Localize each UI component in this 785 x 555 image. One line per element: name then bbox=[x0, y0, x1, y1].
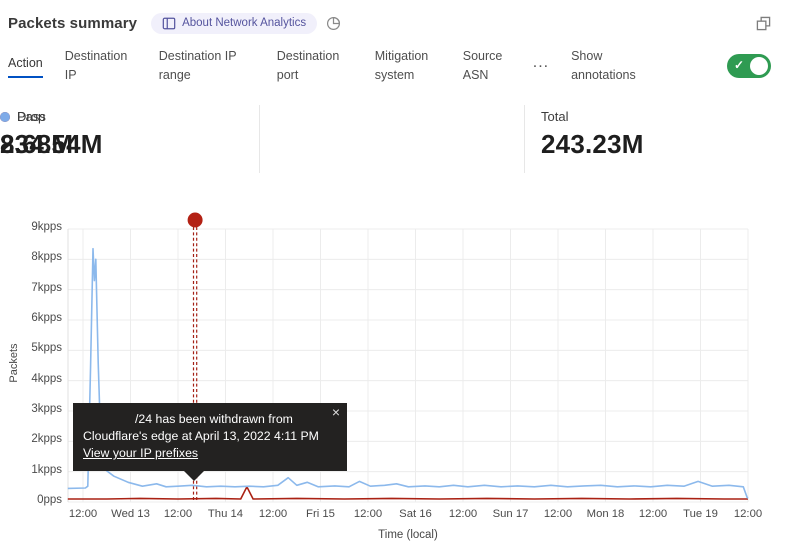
tab-destination-ip-range[interactable]: Destination IP range bbox=[158, 49, 237, 82]
stat-pass: Pass 234.54M bbox=[0, 109, 103, 160]
x-tick-label: 12:00 bbox=[68, 508, 98, 520]
tooltip-pointer bbox=[183, 470, 205, 481]
tab-source-asn[interactable]: Source ASN bbox=[462, 49, 503, 82]
annotation-dot-marker[interactable] bbox=[187, 212, 203, 228]
y-tick-label: 7kpps bbox=[31, 281, 62, 294]
tab-mitigation-system[interactable]: Mitigation system bbox=[374, 49, 429, 82]
tab-destination-port[interactable]: Destination port bbox=[276, 49, 340, 82]
x-tick-label: Tue 19 bbox=[683, 508, 718, 520]
series-line-pass bbox=[67, 247, 749, 499]
check-icon: ✓ bbox=[734, 58, 745, 72]
legend-dot-pass bbox=[0, 111, 10, 122]
stats-row: Total 243.23M Drop 8.68M Pass 234.54M bbox=[0, 103, 785, 175]
stat-value: 243.23M bbox=[541, 129, 644, 159]
filter-tabs: Action Destination IP Destination IP range… bbox=[8, 47, 511, 85]
close-icon[interactable]: × bbox=[331, 404, 340, 420]
y-tick-label: 0pps bbox=[37, 494, 62, 506]
x-tick-label: Mon 18 bbox=[586, 508, 625, 520]
view-ip-prefixes-link[interactable]: View your IP prefixes bbox=[83, 446, 199, 460]
filter-tabs-row: Action Destination IP Destination IP range… bbox=[0, 42, 785, 90]
stats-divider bbox=[524, 105, 525, 173]
y-tick-label: 2kpps bbox=[31, 433, 62, 446]
about-network-analytics-badge[interactable]: About Network Analytics bbox=[151, 12, 318, 34]
y-tick-label: 9kpps bbox=[31, 221, 62, 233]
y-tick-label: 5kpps bbox=[31, 342, 62, 355]
x-tick-label: Thu 14 bbox=[207, 508, 244, 520]
stat-value: 8.68M bbox=[0, 129, 74, 159]
packets-chart: Packets Time (local) × /24 has been with… bbox=[0, 200, 785, 555]
tooltip-line2: Cloudflare's edge at April 13, 2022 4:11… bbox=[83, 429, 319, 443]
tab-destination-ip[interactable]: Destination IP bbox=[64, 49, 128, 82]
stat-value: 234.54M bbox=[0, 129, 103, 159]
chart-plot-area[interactable] bbox=[0, 205, 785, 517]
x-tick-label: 12:00 bbox=[353, 508, 383, 520]
tab-action[interactable]: Action bbox=[8, 54, 43, 78]
badge-label: About Network Analytics bbox=[182, 17, 307, 29]
overlapping-squares-icon[interactable] bbox=[756, 16, 771, 31]
stat-label: Total bbox=[541, 109, 569, 124]
stat-label: Drop bbox=[17, 109, 46, 124]
stat-label: Pass bbox=[17, 109, 46, 124]
y-tick-label: 8kpps bbox=[31, 251, 62, 264]
annotation-tooltip: × /24 has been withdrawn from Cloudflare… bbox=[73, 403, 347, 481]
x-tick-label: Sun 17 bbox=[492, 508, 529, 520]
card-header: Packets summary About Network Analytics bbox=[0, 0, 785, 38]
stat-total: Total 243.23M bbox=[541, 109, 644, 160]
x-tick-label: 12:00 bbox=[163, 508, 193, 520]
y-tick-label: 3kpps bbox=[31, 403, 62, 415]
x-tick-label: Fri 15 bbox=[306, 508, 335, 520]
x-tick-label: 12:00 bbox=[543, 508, 573, 520]
stats-divider bbox=[259, 105, 260, 173]
x-tick-label: 12:00 bbox=[733, 508, 763, 520]
tooltip-line1: /24 has been withdrawn from bbox=[135, 412, 293, 426]
book-icon bbox=[162, 17, 176, 30]
x-tick-label: Sat 16 bbox=[399, 508, 432, 520]
series-line-drop bbox=[67, 485, 748, 500]
more-tabs-button[interactable]: ... bbox=[532, 54, 550, 71]
y-tick-label: 6kpps bbox=[31, 312, 62, 324]
toggle-knob bbox=[750, 57, 768, 75]
y-tick-label: 4kpps bbox=[31, 372, 62, 385]
annotations-toggle[interactable]: ✓ bbox=[727, 54, 771, 78]
show-annotations-label: Show annotations bbox=[571, 49, 636, 82]
pie-clock-icon bbox=[326, 16, 341, 31]
y-tick-label: 1kpps bbox=[31, 463, 62, 476]
x-tick-label: 12:00 bbox=[448, 508, 478, 520]
x-axis-title: Time (local) bbox=[378, 529, 438, 541]
x-tick-label: 12:00 bbox=[258, 508, 288, 520]
x-tick-label: Wed 13 bbox=[111, 508, 150, 520]
page-title: Packets summary bbox=[8, 14, 138, 32]
x-tick-label: 12:00 bbox=[638, 508, 668, 520]
